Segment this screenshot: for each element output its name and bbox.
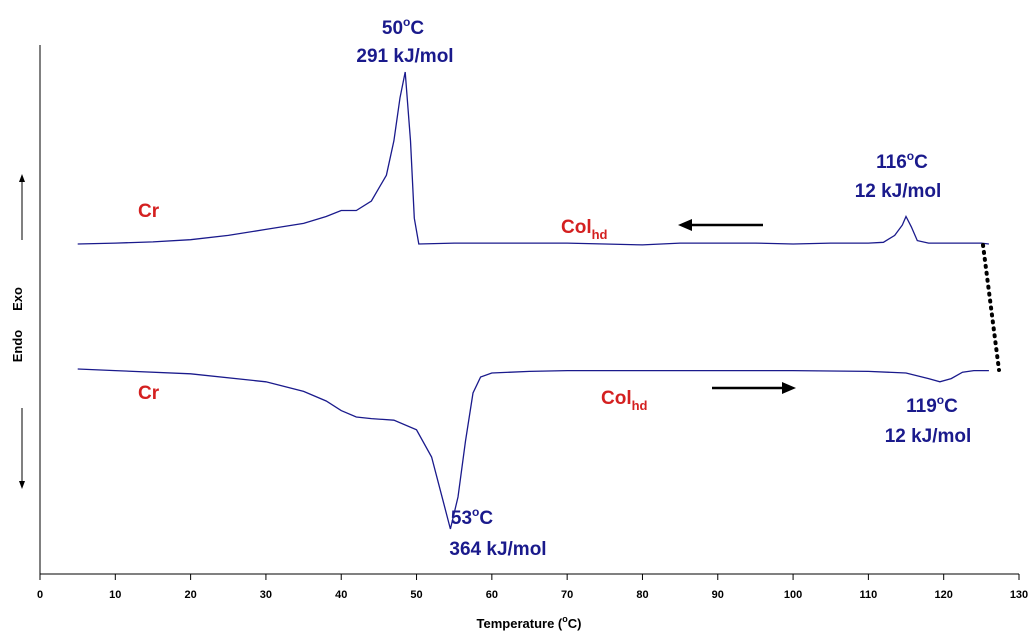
x-tick-label: 130: [1010, 589, 1028, 601]
phase-label-col-cooling: Colhd: [561, 217, 608, 242]
peak-heat-119-label: 119oC 12 kJ/mol: [885, 393, 972, 447]
svg-text:116oC: 116oC: [876, 149, 928, 173]
svg-text:12 kJ/mol: 12 kJ/mol: [855, 181, 942, 202]
heating-direction-arrow: [712, 382, 796, 394]
x-tick-label: 70: [561, 589, 573, 601]
x-ticks: 0 10 20 30 40 50 60 70 80 90 100 110 120 130: [37, 574, 1028, 601]
svg-text:364 kJ/mol: 364 kJ/mol: [449, 539, 546, 560]
x-tick-label: 0: [37, 589, 43, 601]
x-tick-label: 80: [636, 589, 648, 601]
x-tick-label: 60: [486, 589, 498, 601]
phase-label-cr-cooling: Cr: [138, 201, 160, 222]
svg-text:53oC: 53oC: [451, 505, 493, 529]
svg-text:119oC: 119oC: [906, 393, 958, 417]
phase-label-cr-heating: Cr: [138, 383, 160, 404]
x-tick-label: 20: [184, 589, 196, 601]
x-tick-label: 10: [109, 589, 121, 601]
cooling-curve: [77, 71, 989, 246]
x-tick-label: 120: [935, 589, 953, 601]
svg-text:291 kJ/mol: 291 kJ/mol: [356, 46, 453, 67]
peak-cool-50-label: 50oC 291 kJ/mol: [356, 15, 453, 67]
x-tick-label: 30: [260, 589, 272, 601]
heating-curve: [77, 368, 989, 530]
peak-cool-116-label: 116oC 12 kJ/mol: [855, 149, 942, 202]
cooling-direction-arrow: [678, 219, 763, 231]
x-tick-label: 100: [784, 589, 802, 601]
x-tick-label: 40: [335, 589, 347, 601]
x-tick-label: 50: [410, 589, 422, 601]
x-axis-title: Temperature (oC): [477, 614, 582, 631]
svg-text:12 kJ/mol: 12 kJ/mol: [885, 426, 972, 447]
peak-heat-53-label: 53oC 364 kJ/mol: [449, 505, 546, 560]
x-tick-label: 90: [712, 589, 724, 601]
endo-arrow: [19, 408, 25, 489]
x-tick-label: 110: [860, 589, 878, 601]
y-label-endo: Endo: [10, 330, 25, 363]
y-label-exo: Exo: [10, 287, 25, 311]
svg-text:50oC: 50oC: [382, 15, 424, 39]
phase-label-col-heating: Colhd: [601, 388, 648, 413]
dotted-connector: [981, 243, 1001, 372]
exo-arrow: [19, 174, 25, 240]
